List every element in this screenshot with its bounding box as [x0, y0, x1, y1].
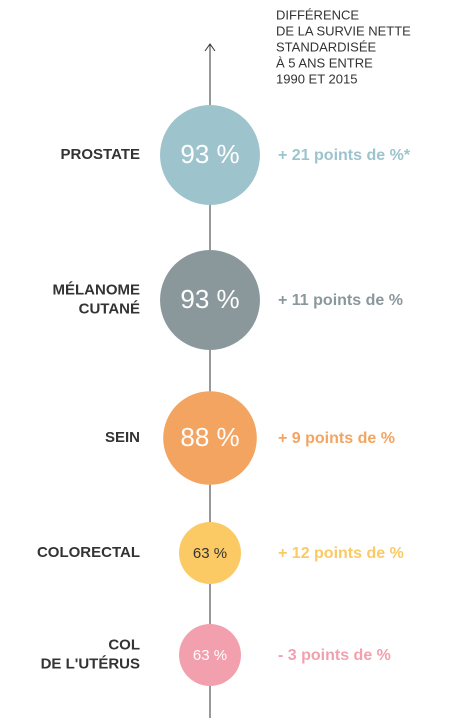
- difference-label: - 3 points de %: [278, 647, 391, 664]
- category-label: MÉLANOME: [53, 281, 141, 298]
- header-line: 1990 ET 2015: [276, 71, 357, 86]
- difference-label: + 12 points de %: [278, 545, 404, 562]
- axis-arrow: [204, 43, 216, 52]
- bubble: [160, 250, 260, 350]
- bubble: [163, 391, 257, 485]
- header-line: À 5 ANS ENTRE: [276, 55, 373, 70]
- value-label: 93 %: [180, 284, 239, 314]
- category-label: CUTANÉ: [79, 300, 140, 317]
- header-line: STANDARDISÉE: [276, 39, 376, 54]
- category-label: DE L'UTÉRUS: [41, 655, 140, 672]
- bubble: [160, 105, 260, 205]
- value-label: 63 %: [193, 545, 227, 562]
- category-label: COL: [108, 636, 140, 653]
- header-line: DIFFÉRENCE: [276, 7, 359, 22]
- difference-label: + 21 points de %*: [278, 147, 411, 164]
- category-label: COLORECTAL: [37, 544, 140, 561]
- category-label: PROSTATE: [61, 146, 140, 163]
- category-label: SEIN: [105, 429, 140, 446]
- value-label: 63 %: [193, 647, 227, 664]
- bubble: [179, 624, 241, 686]
- difference-label: + 9 points de %: [278, 430, 395, 447]
- bubble: [179, 522, 241, 584]
- header-line: DE LA SURVIE NETTE: [276, 23, 411, 38]
- difference-label: + 11 points de %: [278, 292, 403, 309]
- value-label: 93 %: [180, 139, 239, 169]
- value-label: 88 %: [180, 422, 239, 452]
